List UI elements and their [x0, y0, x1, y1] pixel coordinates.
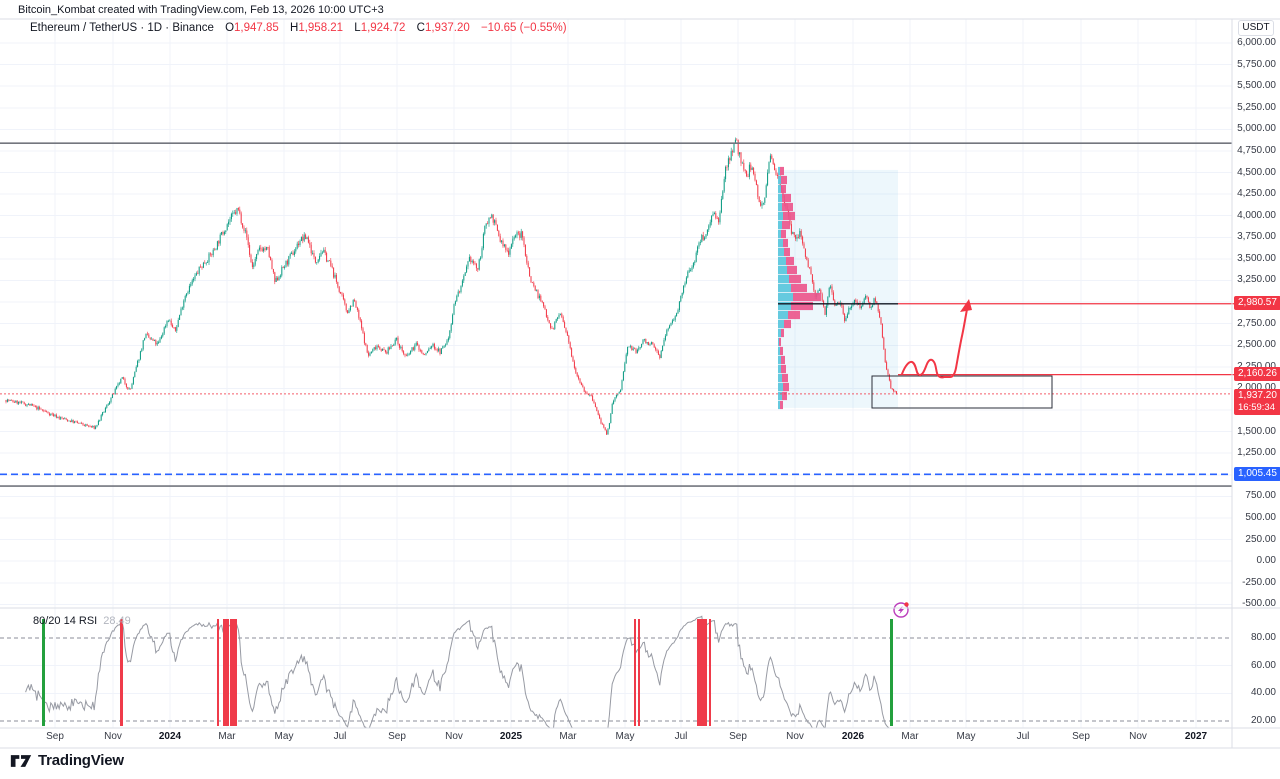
currency-button[interactable]: USDT: [1238, 20, 1274, 36]
low-value: 1,924.72: [360, 22, 406, 34]
rsi-value: 28.49: [103, 615, 131, 627]
open-label: O: [225, 22, 235, 34]
high-label: H: [290, 22, 299, 34]
tradingview-logo-icon: [10, 754, 32, 767]
open-value: 1,947.85: [234, 22, 279, 34]
price-tag-last[interactable]: 1,937.20 16:59:34: [1234, 388, 1280, 415]
change-value: −10.65 (−0.55%): [480, 22, 567, 34]
ohlc-high: H1,958.21: [290, 22, 343, 34]
tradingview-footer: TradingView: [10, 752, 124, 769]
ohlc-open: O1,947.85: [225, 22, 279, 34]
high-value: 1,958.21: [298, 22, 344, 34]
ohlc-close: C1,937.20: [417, 22, 470, 34]
bar-countdown: 16:59:34: [1238, 401, 1275, 413]
close-value: 1,937.20: [424, 22, 470, 34]
price-tag-support[interactable]: 2,160.26: [1234, 367, 1280, 382]
chart-legend: Ethereum / TetherUS · 1D · Binance O1,94…: [30, 22, 567, 34]
price-tag-band[interactable]: 1,005.45: [1234, 466, 1280, 481]
rsi-legend: 80/20 14 RSI 28.49: [33, 615, 131, 627]
symbol-title[interactable]: Ethereum / TetherUS · 1D · Binance: [30, 22, 214, 34]
attribution-text: Bitcoin_Kombat created with TradingView.…: [18, 4, 384, 16]
low-label: L: [354, 22, 361, 34]
tradingview-logo-text: TradingView: [38, 752, 124, 769]
rsi-label: 80/20 14 RSI: [33, 615, 98, 627]
close-label: C: [416, 22, 425, 34]
last-price-value: 1,937.20: [1238, 389, 1277, 401]
ohlc-low: L1,924.72: [354, 22, 405, 34]
price-tag-resistance[interactable]: 2,980.57: [1234, 296, 1280, 311]
